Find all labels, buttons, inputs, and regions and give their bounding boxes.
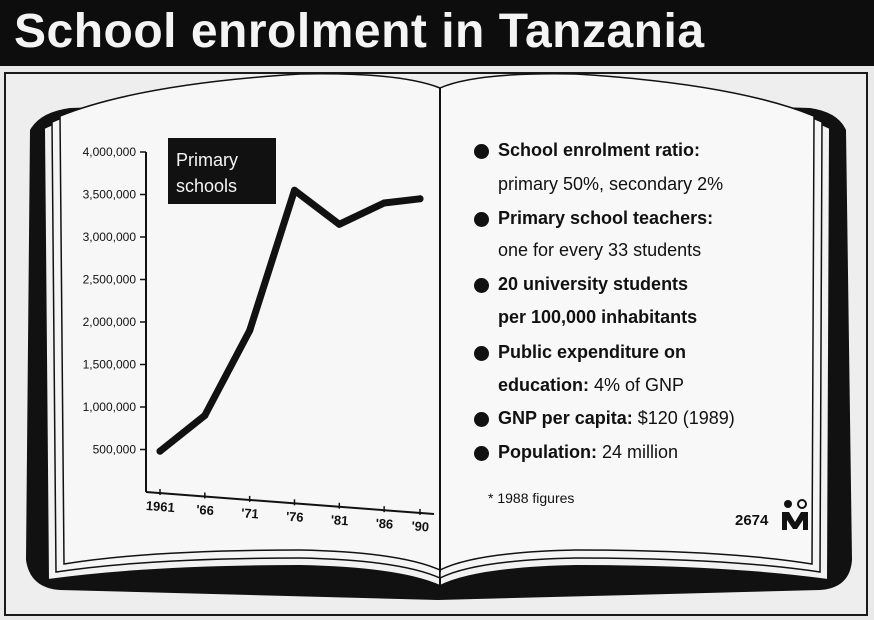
y-tick-label: 4,000,000 [83, 145, 137, 159]
bullet-icon [474, 412, 489, 427]
fact-expenditure: Public expenditure on [498, 342, 687, 362]
bullet-icon [474, 278, 489, 293]
y-tick-label: 500,000 [93, 443, 137, 457]
fact-expenditure-detail: education: 4% of GNP [498, 375, 685, 395]
fact-teachers-detail: one for every 33 students [498, 240, 702, 260]
fact-university: 20 university students [498, 274, 689, 294]
bullet-icon [474, 446, 489, 461]
legend-label-line2: schools [176, 176, 237, 196]
fact-university-detail: per 100,000 inhabitants [498, 307, 698, 327]
data-point-1971 [246, 327, 254, 334]
y-tick-label: 2,000,000 [83, 315, 137, 329]
x-tick-label: '66 [196, 502, 215, 518]
y-tick-label: 1,500,000 [83, 358, 137, 372]
data-point-1986 [380, 199, 388, 207]
data-point-1976 [290, 186, 298, 194]
bullet-icon [474, 346, 489, 361]
chart-area: 500,000 1,000,000 1,500,000 2,000,000 2,500,… [83, 138, 435, 535]
bullet-icon [474, 144, 489, 159]
footnote: * 1988 figures [488, 490, 575, 506]
data-point-1966 [201, 412, 209, 419]
x-tick-label: '71 [241, 505, 260, 521]
y-tick-label: 3,000,000 [83, 230, 137, 244]
title-bar: School enrolment in Tanzania [0, 0, 874, 66]
x-axis [145, 491, 435, 515]
fact-population: Population: 24 million [498, 442, 679, 462]
x-tick-label: '90 [411, 518, 430, 534]
logo-icon [782, 499, 808, 530]
y-tick-label: 1,000,000 [83, 400, 137, 414]
legend-label-line1: Primary [176, 150, 238, 170]
y-tick-label: 2,500,000 [83, 273, 137, 287]
graphic-code: 2674 [735, 512, 769, 529]
x-tick-label: 1961 [145, 498, 175, 515]
chart-title: School enrolment in Tanzania [14, 5, 705, 58]
x-tick-label: '76 [286, 509, 305, 525]
bullet-icon [474, 212, 489, 227]
fact-teachers: Primary school teachers: [498, 208, 714, 228]
data-point-1990 [416, 195, 424, 203]
x-tick-label: '81 [330, 512, 349, 528]
legend-box [168, 138, 276, 204]
data-point-1981 [335, 220, 343, 228]
y-tick-label: 3,500,000 [83, 188, 137, 202]
fact-enrolment-ratio-detail: primary 50%, secondary 2% [498, 174, 724, 194]
data-point-1961 [156, 447, 164, 455]
fact-gnp: GNP per capita: $120 (1989) [498, 408, 735, 428]
fact-enrolment-ratio: School enrolment ratio: [498, 140, 701, 160]
x-tick-label: '86 [375, 516, 394, 532]
